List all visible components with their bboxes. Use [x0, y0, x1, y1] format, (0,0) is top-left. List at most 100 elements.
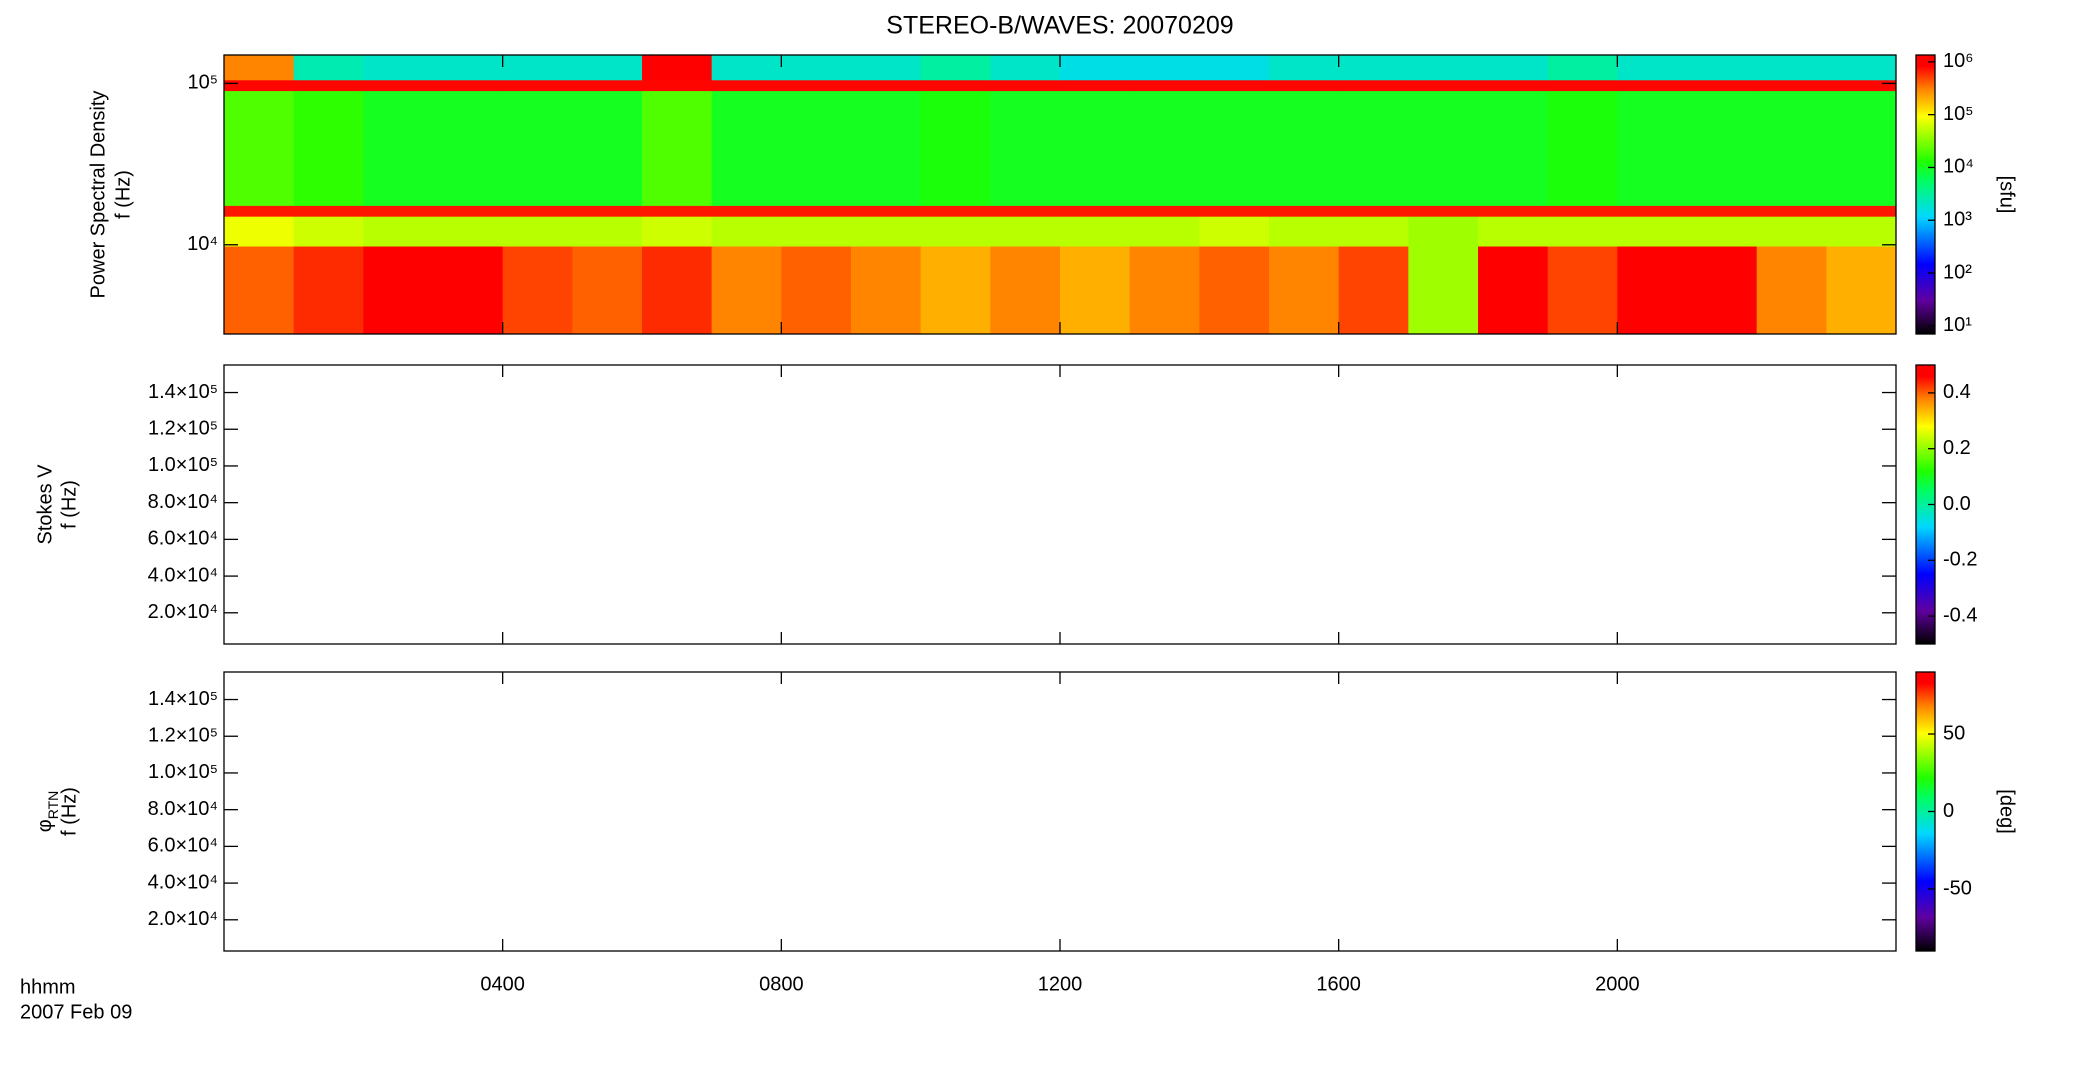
heatmap-cell: [1269, 55, 1340, 81]
heatmap-cell: [1269, 90, 1340, 206]
heatmap-cell: [851, 216, 922, 247]
heatmap-cell: [1547, 205, 1618, 217]
colorbar-tick-label: -0.2: [1943, 549, 1977, 571]
heatmap-cell: [1338, 79, 1409, 92]
colorbar-tick-label: 10⁵: [1943, 103, 1974, 125]
heatmap-cell: [572, 216, 643, 247]
heatmap-cell: [1547, 216, 1618, 247]
heatmap-cell: [642, 90, 713, 206]
heatmap-cell: [1617, 246, 1688, 334]
y-tick-label: 4.0×10⁴: [148, 871, 218, 893]
heatmap: [224, 55, 1896, 334]
y-tick-label: 1.0×10⁵: [148, 454, 218, 476]
y-axis-symbol: φ: [34, 819, 56, 832]
heatmap-cell: [433, 246, 504, 334]
colorbar-tick-label: 0.2: [1943, 437, 1971, 459]
colorbar-tick-label: 10³: [1943, 209, 1972, 231]
panel-frame: [223, 671, 1897, 952]
heatmap-cell: [1687, 55, 1758, 81]
heatmap-cell: [851, 246, 922, 334]
heatmap-cell: [224, 90, 295, 206]
heatmap-cell: [1756, 55, 1827, 81]
heatmap-cell: [1199, 90, 1270, 206]
heatmap-cell: [711, 55, 782, 81]
heatmap-cell: [502, 205, 573, 217]
heatmap-cell: [572, 55, 643, 81]
x-tick-label: 2000: [1595, 973, 1640, 995]
heatmap-cell: [293, 246, 364, 334]
heatmap-cell: [293, 90, 364, 206]
heatmap-cell: [781, 55, 852, 81]
heatmap-cell: [1756, 205, 1827, 217]
heatmap-cell: [1826, 55, 1896, 81]
heatmap-cell: [1756, 79, 1827, 92]
heatmap-cell: [851, 205, 922, 217]
heatmap-cell: [433, 55, 504, 81]
heatmap-cell: [1408, 90, 1479, 206]
y-tick-label: 1.4×10⁵: [148, 688, 218, 710]
y-tick-label: 4.0×10⁴: [148, 564, 218, 586]
heatmap-cell: [433, 79, 504, 92]
heatmap-cell: [363, 246, 434, 334]
y-tick-label: 6.0×10⁴: [148, 528, 218, 550]
heatmap-cell: [781, 205, 852, 217]
heatmap-cell: [990, 90, 1061, 206]
heatmap-cell: [711, 205, 782, 217]
heatmap-cell: [920, 79, 991, 92]
heatmap-cell: [224, 246, 295, 334]
heatmap-cell: [1408, 55, 1479, 81]
heatmap-cell: [1129, 79, 1200, 92]
heatmap-cell: [1826, 246, 1896, 334]
heatmap-cell: [224, 55, 295, 81]
heatmap-cell: [781, 90, 852, 206]
heatmap-cell: [1060, 90, 1131, 206]
heatmap-cell: [293, 205, 364, 217]
heatmap-cell: [293, 79, 364, 92]
heatmap-cell: [502, 55, 573, 81]
y-tick-label: 1.2×10⁵: [148, 418, 218, 440]
heatmap-cell: [1687, 246, 1758, 334]
colorbar-tick-label: 10⁴: [1943, 156, 1974, 178]
x-tick-label: 1600: [1316, 973, 1361, 995]
heatmap-cell: [1547, 55, 1618, 81]
heatmap-cell: [711, 246, 782, 334]
colorbar-tick-label: -50: [1943, 877, 1972, 899]
heatmap-cell: [572, 246, 643, 334]
heatmap-cell: [1060, 55, 1131, 81]
heatmap-cell: [711, 216, 782, 247]
colorbar-tick-label: 0.0: [1943, 493, 1971, 515]
heatmap-cell: [1129, 90, 1200, 206]
colorbar-label: [deg]: [1996, 789, 2018, 833]
heatmap-cell: [642, 55, 713, 81]
heatmap-cell: [1826, 79, 1896, 92]
colorbar: [1916, 672, 1935, 951]
heatmap-cell: [224, 205, 295, 217]
heatmap-cell: [1478, 205, 1549, 217]
y-axis-label: f (Hz): [58, 480, 80, 529]
heatmap-cell: [363, 79, 434, 92]
heatmap-cell: [642, 246, 713, 334]
heatmap-cell: [920, 55, 991, 81]
y-tick-label: 8.0×10⁴: [148, 491, 218, 513]
heatmap-cell: [1408, 205, 1479, 217]
heatmap-cell: [433, 90, 504, 206]
heatmap-cell: [1060, 205, 1131, 217]
y-tick-label: 1.2×10⁵: [148, 725, 218, 747]
heatmap-cell: [502, 90, 573, 206]
heatmap-cell: [363, 90, 434, 206]
x-axis-label: hhmm: [20, 976, 76, 998]
heatmap-cell: [1826, 205, 1896, 217]
heatmap-cell: [224, 216, 295, 247]
y-tick-label: 1.0×10⁵: [148, 761, 218, 783]
heatmap-cell: [293, 55, 364, 81]
heatmap-cell: [1199, 55, 1270, 81]
heatmap-cell: [1547, 246, 1618, 334]
heatmap-cell: [433, 205, 504, 217]
heatmap-cell: [920, 90, 991, 206]
heatmap-cell: [1547, 90, 1618, 206]
heatmap-cell: [990, 79, 1061, 92]
heatmap-cell: [1478, 55, 1549, 81]
y-tick-label: 2.0×10⁴: [148, 601, 218, 623]
heatmap-cell: [1478, 216, 1549, 247]
colorbar-tick-label: 0.4: [1943, 381, 1971, 403]
